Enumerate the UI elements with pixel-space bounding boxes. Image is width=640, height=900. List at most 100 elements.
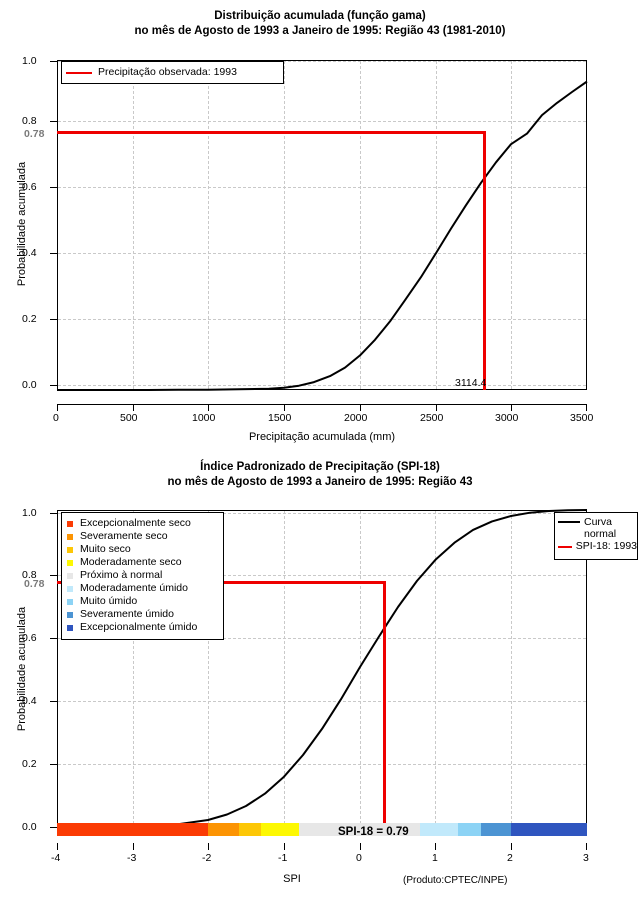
- chart2-ytick: [50, 575, 57, 576]
- colorbar-segment-moderadamente-seco: [261, 823, 300, 836]
- color-swatch-icon: [67, 559, 73, 566]
- chart1-ytick: [50, 61, 57, 62]
- chart2-xtick-label: 2: [507, 852, 513, 864]
- chart2-spi-line: [383, 581, 386, 829]
- chart2-title-line1: Índice Padronizado de Precipitação (SPI-…: [200, 461, 440, 473]
- chart1-ytick: [50, 121, 57, 122]
- chart2-ytick: [50, 827, 57, 828]
- curve-legend-item: Curva: [555, 516, 637, 528]
- chart1-ytick-label: 0.8: [22, 115, 37, 127]
- color-swatch-icon: [67, 611, 73, 618]
- chart1-xtick: [57, 404, 58, 411]
- chart1-xaxis-label: Precipitação acumulada (mm): [248, 431, 396, 443]
- color-swatch-icon: [67, 572, 73, 579]
- chart2-ytick: [50, 701, 57, 702]
- chart2-yaxis-label: Probabilidade acumulada: [16, 606, 28, 732]
- chart1-xtick: [360, 404, 361, 411]
- color-swatch-icon: [67, 624, 73, 631]
- curve-legend-item-cont: normal: [555, 528, 637, 540]
- color-swatch-icon: [67, 533, 73, 540]
- chart2-spi-value-annotation: SPI-18 = 0.79: [338, 826, 409, 838]
- chart2-ytick: [50, 638, 57, 639]
- chart2-xtick: [57, 843, 58, 850]
- category-legend-label: Muito seco: [80, 543, 131, 555]
- category-legend-label: Moderadamente úmido: [80, 582, 188, 594]
- category-legend-label: Severamente úmido: [80, 608, 174, 620]
- chart1-title-line2: no mês de Agosto de 1993 a Janeiro de 19…: [134, 25, 506, 37]
- chart1-gamma-curve: [57, 80, 588, 391]
- chart1-probability-annotation: 0.78: [24, 128, 45, 140]
- chart1-xtick-label: 1500: [268, 412, 292, 424]
- chart2-xtick-label: -2: [202, 852, 212, 864]
- category-legend-item: Severamente úmido: [62, 608, 223, 621]
- chart2-ytick-label: 0.4: [22, 695, 37, 707]
- category-legend-item: Excepcionalmente seco: [62, 517, 223, 530]
- chart2-ytick-label: 1.0: [22, 507, 37, 519]
- chart1-precip-value-annotation: 3114.4: [455, 377, 487, 389]
- category-legend-item: Excepcionalmente úmido: [62, 621, 223, 634]
- chart2-title-line2: no mês de Agosto de 1993 a Janeiro de 19…: [167, 476, 473, 488]
- chart1-xtick-label: 2500: [420, 412, 444, 424]
- chart2-xtick: [435, 843, 436, 850]
- chart2-ytick: [50, 513, 57, 514]
- red-line-swatch-icon: [66, 71, 92, 74]
- chart2-xtick-label: 3: [583, 852, 589, 864]
- chart2-xtick: [208, 843, 209, 850]
- chart1-ytick-label: 0.4: [22, 247, 37, 259]
- chart2-ytick-label: 0.2: [22, 758, 37, 770]
- chart2-xtick-label: -3: [127, 852, 137, 864]
- category-legend-label: Próximo à normal: [80, 569, 163, 581]
- chart1-xtick: [436, 404, 437, 411]
- colorbar-segment-muito-seco: [238, 823, 262, 836]
- red-line-swatch-icon: [558, 545, 572, 548]
- chart1-legend-label: Precipitação observada: 1993: [98, 66, 237, 78]
- chart1-ytick-label: 1.0: [22, 55, 37, 67]
- black-line-swatch-icon: [558, 521, 580, 523]
- chart2-xtick: [586, 843, 587, 850]
- chart1-ytick-label: 0.6: [22, 181, 37, 193]
- chart2-curve-legend[interactable]: Curva normal SPI-18: 1993: [554, 512, 638, 560]
- chart1-title: Distribuição acumulada (função gama) no …: [0, 9, 640, 39]
- colorbar-segment-excepcionalmente-umido: [511, 823, 587, 836]
- category-legend-label: Muito úmido: [80, 595, 138, 607]
- category-legend-label: Severamente seco: [80, 530, 168, 542]
- chart2-ytick-label: 0.8: [22, 569, 37, 581]
- color-swatch-icon: [67, 585, 73, 592]
- colorbar-segment-moderadamente-umido: [420, 823, 459, 836]
- chart2-xtick-label: -1: [278, 852, 288, 864]
- category-legend-item: Muito úmido: [62, 595, 223, 608]
- chart2-xtick-label: -4: [51, 852, 61, 864]
- chart1-legend[interactable]: Precipitação observada: 1993: [61, 61, 284, 84]
- category-legend-item: Próximo à normal: [62, 569, 223, 582]
- chart2-xtick: [284, 843, 285, 850]
- chart1-title-line1: Distribuição acumulada (função gama): [214, 10, 426, 22]
- chart1-xtick-label: 1000: [192, 412, 216, 424]
- colorbar-segment-proximo-a-normal: [299, 823, 421, 836]
- chart2-xtick: [511, 843, 512, 850]
- chart1-legend-item: Precipitação observada: 1993: [62, 66, 283, 79]
- chart1-xtick: [208, 404, 209, 411]
- category-legend-label: Moderadamente seco: [80, 556, 182, 568]
- chart1-xtick: [511, 404, 512, 411]
- chart1-ytick-label: 0.0: [22, 379, 37, 391]
- chart2-category-legend[interactable]: Excepcionalmente seco Severamente seco M…: [61, 512, 224, 640]
- curve-legend-label: SPI-18: 1993: [575, 540, 637, 552]
- chart1-xtick: [133, 404, 134, 411]
- chart1-xtick-label: 0: [53, 412, 59, 424]
- chart2-ytick-label: 0.0: [22, 821, 37, 833]
- chart2-xtick-label: 0: [356, 852, 362, 864]
- product-credit: (Produto:CPTEC/INPE): [403, 875, 508, 886]
- chart2-xtick: [360, 843, 361, 850]
- colorbar-segment-severamente-umido: [481, 823, 512, 836]
- chart1-ytick: [50, 319, 57, 320]
- chart2-xaxis-label: SPI: [283, 873, 301, 885]
- chart1-xaxis-line: [57, 404, 587, 405]
- category-legend-item: Moderadamente seco: [62, 556, 223, 569]
- chart1-xtick: [284, 404, 285, 411]
- curve-legend-label: Curva: [584, 516, 613, 528]
- color-swatch-icon: [67, 520, 73, 527]
- colorbar-segment-excepcionalmente-seco: [57, 823, 209, 836]
- chart1-ytick: [50, 385, 57, 386]
- chart1-yaxis-label: Probabilidade acumulada: [16, 161, 28, 287]
